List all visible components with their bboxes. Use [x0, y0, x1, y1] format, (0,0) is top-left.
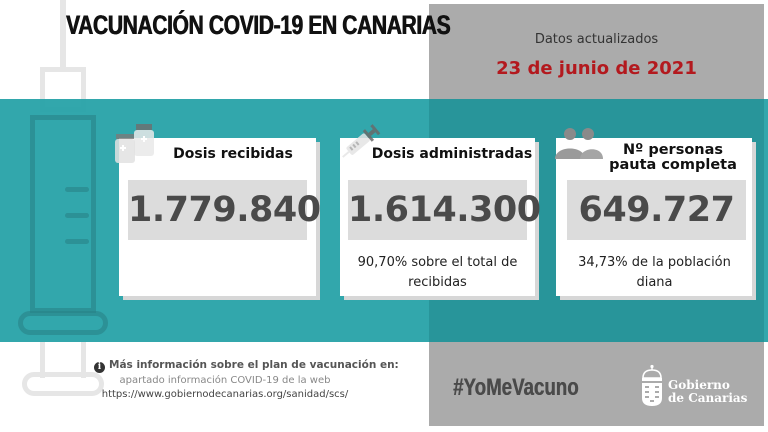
gobierno-de-canarias-logo-icon — [642, 364, 662, 406]
logo-text-line: de Canarias — [668, 391, 748, 405]
card-title: Nº personas pauta completa — [600, 143, 746, 173]
stat-value: 649.727 — [567, 180, 746, 240]
syringe-mark-decoration — [65, 239, 89, 244]
more-info-heading: i Más información sobre el plan de vacuna… — [94, 359, 399, 373]
page-title: VACUNACIÓN COVID-19 EN CANARIAS — [66, 10, 451, 40]
card-title: Dosis recibidas — [173, 146, 293, 162]
more-info-description: apartado información COVID-19 de la web — [119, 375, 331, 386]
stat-description-line: 34,73% de la población — [578, 255, 731, 270]
syringe-icon — [342, 124, 381, 158]
more-info-url-link[interactable]: https://www.gobiernodecanarias.org/sanid… — [101, 389, 349, 400]
updated-date: 23 de junio de 2021 — [496, 58, 697, 79]
vaccine-vials-icon — [115, 124, 154, 163]
gobierno-de-canarias-logo-text: Gobierno de Canarias — [668, 379, 747, 405]
syringe-barrel-decoration — [30, 115, 96, 313]
logo-text-line: Gobierno — [668, 378, 730, 392]
campaign-hashtag: #YoMeVacuno — [453, 374, 579, 401]
stat-value: 1.614.300 — [348, 180, 541, 240]
more-info-title: Más información sobre el plan de vacunac… — [109, 359, 399, 371]
stat-description: 34,73% de la población diana — [561, 253, 748, 293]
syringe-mark-decoration — [65, 213, 89, 218]
stat-description-line: diana — [636, 275, 673, 290]
card-title: Dosis administradas — [371, 146, 533, 162]
stat-description: 90,70% sobre el total de recibidas — [345, 253, 530, 293]
updated-label: Datos actualizados — [534, 32, 659, 47]
people-icon — [555, 128, 603, 159]
card-title-line: Nº personas — [622, 142, 724, 158]
stat-value: 1.779.840 — [128, 180, 321, 240]
syringe-thumb-rest-decoration — [22, 372, 104, 396]
card-title-line: pauta completa — [609, 157, 737, 173]
syringe-needle-decoration — [60, 0, 66, 68]
syringe-mark-decoration — [65, 187, 89, 192]
syringe-rod-decoration — [40, 342, 86, 378]
info-icon: i — [94, 362, 105, 373]
syringe-flange-decoration — [18, 311, 108, 335]
stat-description-line: recibidas — [408, 275, 467, 290]
stat-description-line: 90,70% sobre el total de — [357, 255, 518, 270]
